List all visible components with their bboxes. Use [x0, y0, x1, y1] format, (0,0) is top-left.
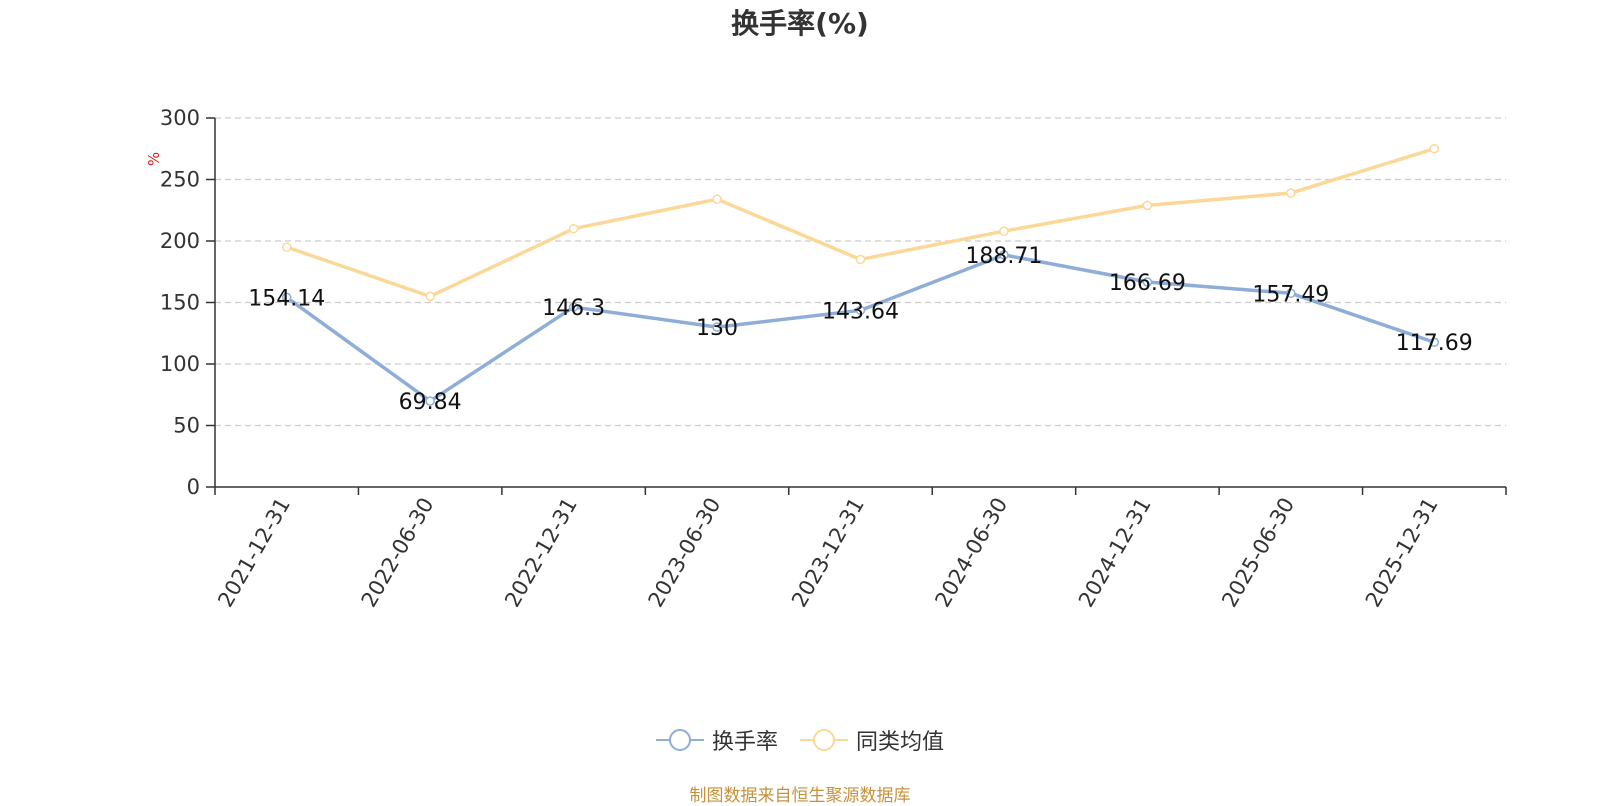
- data-point-0: [999, 250, 1009, 260]
- data-label: 143.64: [822, 299, 899, 324]
- x-tick-label: 2021-12-31: [213, 494, 295, 612]
- y-tick-label: 50: [173, 414, 200, 438]
- data-label: 157.49: [1252, 282, 1329, 307]
- data-point-1: [999, 226, 1009, 236]
- data-label: 188.71: [965, 244, 1042, 269]
- x-tick-label: 2022-06-30: [357, 494, 439, 612]
- chart-title: 换手率(%): [731, 7, 869, 40]
- legend: 换手率 同类均值: [0, 724, 1600, 756]
- data-label: 154.14: [248, 286, 325, 311]
- data-point-0: [712, 322, 722, 332]
- data-label: 146.3: [542, 296, 605, 321]
- data-label: 166.69: [1109, 271, 1186, 296]
- data-label: 130: [696, 316, 738, 341]
- data-point-0: [1286, 288, 1296, 299]
- x-tick-label: 2025-06-30: [1217, 494, 1299, 612]
- data-point-0: [1142, 277, 1153, 287]
- legend-label-peer-average: 同类均值: [856, 730, 945, 755]
- data-point-1: [1429, 144, 1440, 154]
- x-tick-label: 2022-12-31: [500, 494, 582, 612]
- y-tick-label: 100: [160, 352, 200, 376]
- series-line-0: [285, 253, 1435, 403]
- y-tick-label: 0: [187, 475, 200, 499]
- legend-marker-peer-average-icon: [800, 728, 848, 752]
- legend-item-turnover[interactable]: 换手率: [655, 724, 778, 756]
- data-point-0: [855, 305, 866, 316]
- legend-item-peer-average[interactable]: 同类均值: [800, 724, 944, 756]
- data-point-1: [281, 242, 292, 252]
- data-point-0: [1429, 337, 1440, 347]
- y-tick-label: 250: [160, 168, 200, 192]
- legend-marker-turnover-icon: [655, 728, 704, 752]
- data-point-1: [712, 194, 722, 204]
- x-tick-label: 2025-12-31: [1361, 494, 1443, 612]
- data-point-1: [1286, 188, 1296, 198]
- data-point-1: [568, 223, 579, 234]
- data-label: 117.69: [1396, 331, 1473, 356]
- y-axis-label: %: [145, 152, 163, 166]
- y-tick-label: 300: [160, 106, 200, 130]
- data-point-1: [855, 254, 866, 265]
- y-tick-label: 150: [160, 291, 200, 315]
- data-label: 69.84: [399, 390, 462, 415]
- x-tick-label: 2023-06-30: [644, 494, 726, 612]
- x-tick-label: 2024-12-31: [1074, 494, 1156, 612]
- x-tick-label: 2023-12-31: [787, 494, 869, 612]
- series-line-1: [286, 147, 1435, 299]
- data-point-0: [281, 292, 292, 303]
- data-point-1: [1142, 200, 1153, 211]
- data-source-note: 制图数据来自恒生聚源数据库: [689, 786, 911, 806]
- legend-label-turnover: 换手率: [711, 730, 778, 755]
- data-point-0: [568, 302, 579, 312]
- y-tick-label: 200: [160, 229, 200, 253]
- data-point-0: [425, 396, 435, 406]
- data-point-1: [425, 291, 435, 302]
- x-tick-label: 2024-06-30: [930, 494, 1012, 612]
